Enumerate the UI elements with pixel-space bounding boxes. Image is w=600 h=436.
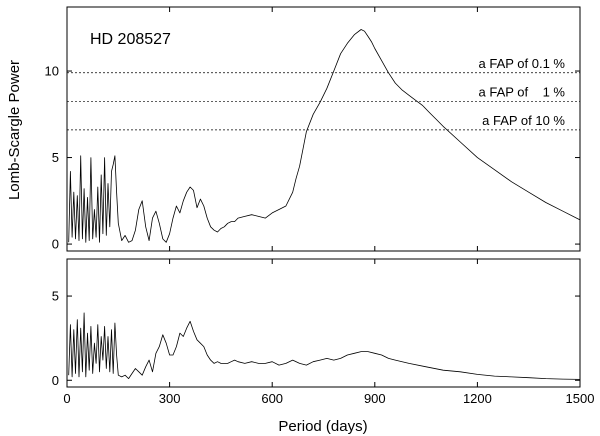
fap-label: a FAP of 0.1 %	[479, 56, 566, 71]
x-tick-label: 1200	[463, 391, 492, 406]
bottom-periodogram-curve	[68, 312, 581, 380]
top-periodogram-curve	[68, 29, 581, 243]
bottom-y-tick-label: 0	[52, 373, 59, 388]
fap-levels: a FAP of 0.1 % a FAP of 1 % a FAP of 10 %	[67, 56, 580, 131]
x-tick-label: 0	[63, 391, 70, 406]
top-panel-frame	[66, 6, 581, 252]
bottom-y-tick-label: 5	[52, 289, 59, 304]
star-name-label: HD 208527	[90, 31, 171, 48]
bottom-panel-ticks: 0 300 600 900 1200 1500 0 5	[52, 259, 595, 406]
x-tick-label: 600	[261, 391, 283, 406]
top-y-tick-label: 5	[52, 150, 59, 165]
y-axis-label: Lomb-Scargle Power	[6, 60, 23, 200]
top-y-tick-label: 10	[45, 64, 59, 79]
top-panel-ticks: 0 5 10	[45, 7, 581, 252]
x-tick-label: 1500	[566, 391, 595, 406]
x-tick-label: 900	[364, 391, 386, 406]
top-y-tick-label: 0	[52, 237, 59, 252]
fap-label: a FAP of 10 %	[482, 113, 565, 128]
bottom-panel: 0 300 600 900 1200 1500 0 5	[52, 258, 595, 406]
fap-label: a FAP of 1 %	[479, 84, 566, 99]
x-tick-label: 300	[159, 391, 181, 406]
bottom-panel-frame	[66, 258, 581, 388]
x-axis-label: Period (days)	[278, 418, 367, 435]
